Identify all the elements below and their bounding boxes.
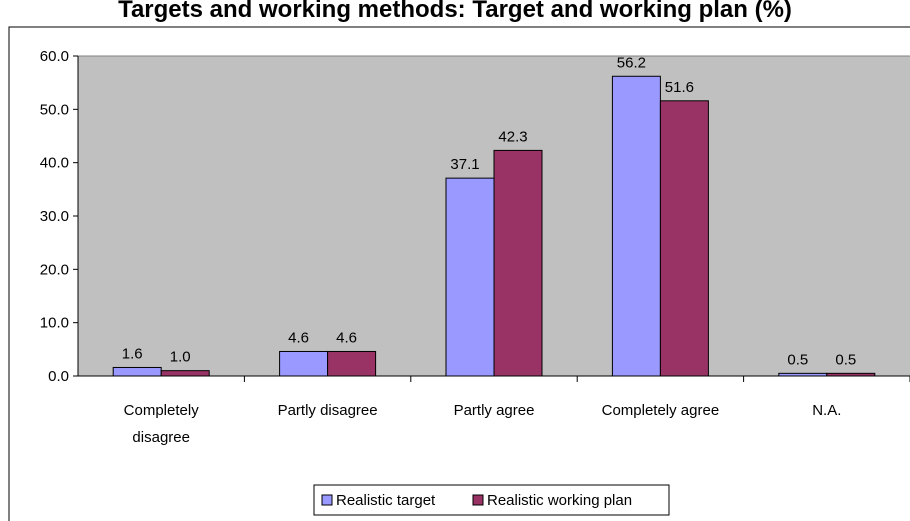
y-tick-label: 0.0 bbox=[48, 368, 69, 385]
bar bbox=[445, 177, 495, 377]
y-axis: 0.0 10.0 20.0 30.0 40.0 50.0 60.0 bbox=[40, 48, 79, 385]
data-label: 37.1 bbox=[450, 156, 479, 173]
data-labels: 1.6 4.6 37.1 56.2 0.5 1.0 4.6 42.3 51.6 0.5 bbox=[122, 54, 856, 368]
bars bbox=[112, 75, 876, 377]
legend-swatch bbox=[321, 494, 333, 506]
x-tick-label: Partly agree bbox=[454, 402, 535, 419]
bar bbox=[493, 149, 543, 377]
x-tick-label: Completely agree bbox=[602, 402, 720, 419]
data-label: 4.6 bbox=[288, 329, 309, 346]
x-tick-label: Partly disagree bbox=[278, 402, 378, 419]
bar bbox=[279, 350, 329, 377]
data-label: 1.6 bbox=[122, 345, 143, 362]
data-label: 42.3 bbox=[498, 128, 527, 145]
y-tick-label: 10.0 bbox=[40, 315, 69, 332]
data-label: 0.5 bbox=[835, 351, 856, 368]
x-tick-label: Completely bbox=[124, 402, 200, 419]
bar bbox=[826, 372, 876, 377]
bar bbox=[659, 100, 709, 377]
data-label: 56.2 bbox=[617, 54, 646, 71]
chart-title: Targets and working methods: Target and … bbox=[118, 0, 792, 23]
data-label: 1.0 bbox=[170, 349, 191, 366]
bar bbox=[112, 366, 162, 377]
data-label: 4.6 bbox=[336, 329, 357, 346]
y-tick-label: 60.0 bbox=[40, 48, 69, 65]
data-label: 0.5 bbox=[787, 351, 808, 368]
legend-box bbox=[313, 484, 670, 516]
bar bbox=[327, 350, 377, 377]
y-tick-label: 40.0 bbox=[40, 155, 69, 172]
legend: Realistic target Realistic working plan bbox=[313, 484, 670, 516]
bar bbox=[611, 75, 661, 377]
x-tick-label: disagree bbox=[132, 429, 190, 446]
legend-label: Realistic target bbox=[336, 492, 436, 509]
y-tick-label: 30.0 bbox=[40, 208, 69, 225]
x-tick-label: N.A. bbox=[812, 402, 841, 419]
y-tick-label: 20.0 bbox=[40, 261, 69, 278]
data-label: 51.6 bbox=[665, 79, 694, 96]
y-tick-label: 50.0 bbox=[40, 101, 69, 118]
bar bbox=[160, 370, 210, 377]
legend-swatch bbox=[472, 494, 484, 506]
legend-label: Realistic working plan bbox=[487, 492, 632, 509]
bar bbox=[778, 372, 828, 377]
